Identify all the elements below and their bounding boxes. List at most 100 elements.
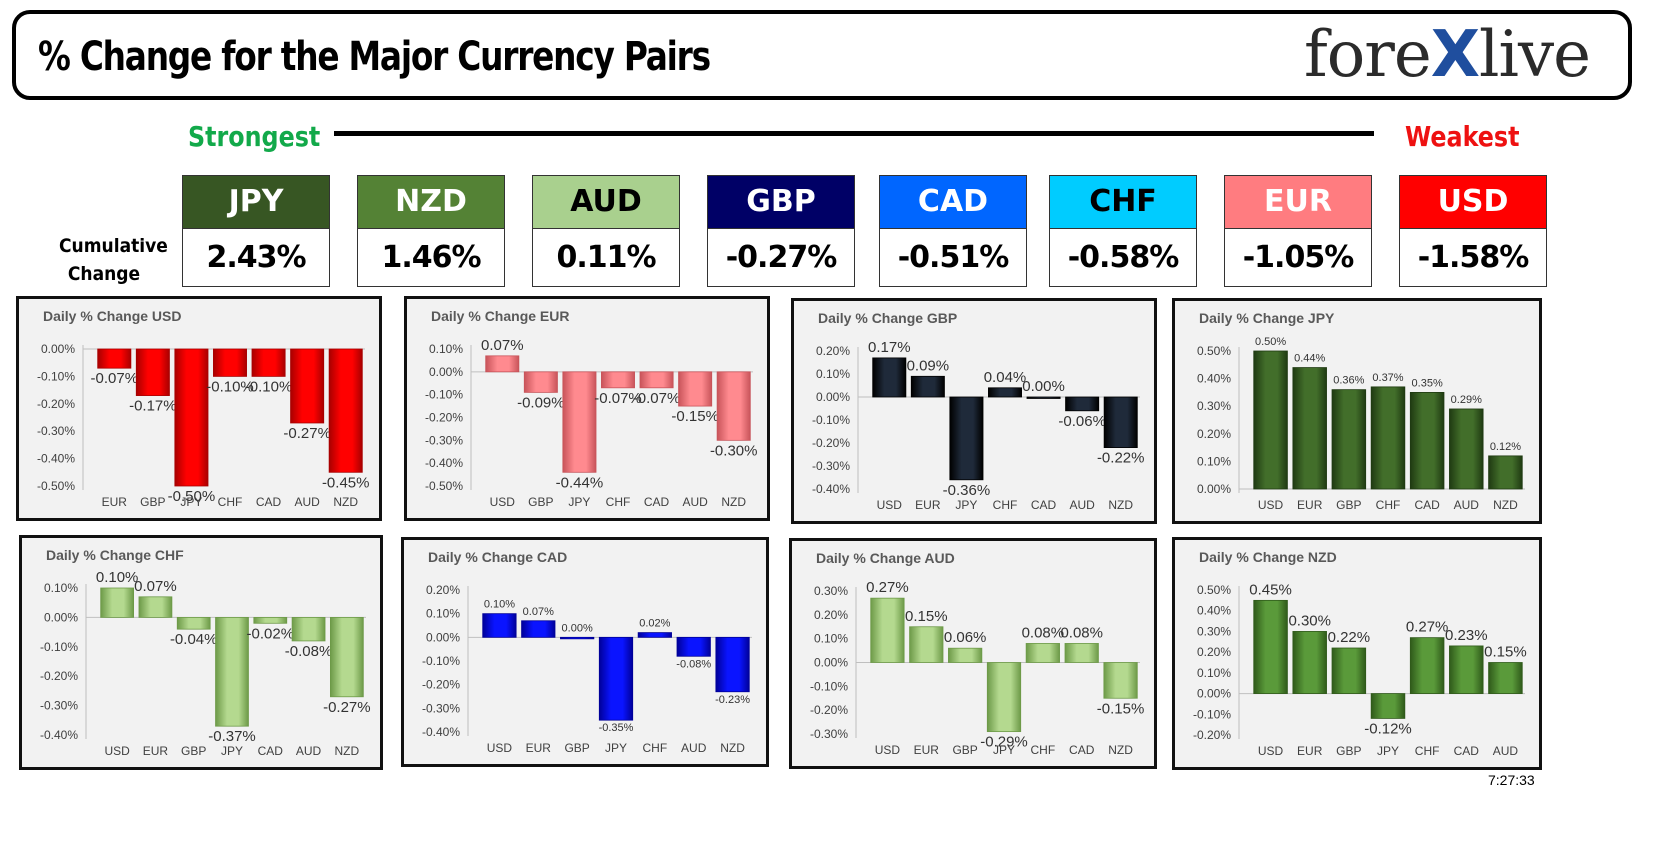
bar-nzd bbox=[1488, 455, 1523, 490]
bar-chf bbox=[1025, 643, 1060, 663]
bar-gbp bbox=[523, 371, 558, 393]
y-tick-label: 0.20% bbox=[426, 583, 460, 597]
chart-panel-6: Daily % Change AUD 0.30% 0.20% 0.10% 0.00% -0… bbox=[789, 538, 1157, 769]
chart-panel-3: Daily % Change JPY 0.50% 0.40% 0.30% 0.20% 0.… bbox=[1172, 298, 1542, 524]
y-tick-label: -0.30% bbox=[422, 701, 460, 715]
x-tick-label: CHF bbox=[1415, 744, 1440, 758]
data-label: -0.50% bbox=[168, 488, 216, 505]
y-tick-label: -0.20% bbox=[810, 703, 848, 717]
y-tick-label: 0.10% bbox=[1197, 454, 1231, 468]
x-tick-label: AUD bbox=[1069, 498, 1095, 512]
currency-box-jpy: JPY 2.43% bbox=[182, 175, 330, 287]
currency-box-eur: EUR -1.05% bbox=[1224, 175, 1372, 287]
currency-cumulative-value: -1.58% bbox=[1417, 240, 1530, 275]
y-tick-label: -0.50% bbox=[425, 479, 463, 493]
bar-gbp bbox=[948, 647, 983, 663]
data-label: 0.04% bbox=[984, 369, 1027, 386]
x-tick-label: USD bbox=[877, 498, 903, 512]
chart-title: Daily % Change AUD bbox=[816, 550, 955, 566]
x-tick-label: CAD bbox=[258, 744, 284, 758]
x-tick-label: USD bbox=[1258, 498, 1284, 512]
currency-cumulative-value: 1.46% bbox=[381, 240, 481, 275]
data-label: -0.07% bbox=[633, 390, 681, 407]
bar-gbp bbox=[560, 636, 595, 640]
x-tick-label: JPY bbox=[1377, 744, 1399, 758]
data-label: -0.10% bbox=[206, 378, 254, 395]
y-tick-label: 0.10% bbox=[429, 342, 463, 356]
bar-nzd bbox=[715, 636, 750, 693]
data-label: 0.07% bbox=[481, 337, 524, 354]
y-tick-label: -0.40% bbox=[40, 728, 78, 742]
bar-aud bbox=[1488, 662, 1523, 694]
x-tick-label: CAD bbox=[256, 495, 282, 509]
y-tick-label: 0.20% bbox=[816, 344, 850, 358]
bar-cad bbox=[639, 371, 674, 389]
data-label: 0.35% bbox=[1412, 377, 1443, 389]
data-label: -0.07% bbox=[594, 390, 642, 407]
x-tick-label: USD bbox=[104, 744, 130, 758]
x-tick-label: AUD bbox=[682, 495, 708, 509]
bar-nzd bbox=[716, 371, 751, 441]
chart-svg: Daily % Change JPY 0.50% 0.40% 0.30% 0.20% 0.… bbox=[1175, 301, 1539, 521]
data-label: -0.04% bbox=[170, 631, 218, 648]
currency-name: CAD bbox=[880, 176, 1026, 229]
bar-aud bbox=[1449, 408, 1484, 490]
data-label: -0.29% bbox=[980, 734, 1028, 751]
x-tick-label: GBP bbox=[181, 744, 206, 758]
bar-aud bbox=[1065, 396, 1100, 412]
x-tick-label: NZD bbox=[335, 744, 360, 758]
data-label: -0.23% bbox=[715, 694, 750, 706]
chart-background bbox=[22, 538, 380, 767]
x-tick-label: AUD bbox=[1454, 498, 1480, 512]
chart-title: Daily % Change GBP bbox=[818, 310, 957, 326]
y-tick-label: 0.30% bbox=[814, 584, 848, 598]
data-label: 0.09% bbox=[907, 357, 950, 374]
currency-cumulative-value: -1.05% bbox=[1242, 240, 1355, 275]
y-tick-label: -0.10% bbox=[425, 388, 463, 402]
cumulative-label-line2: Change bbox=[67, 263, 141, 285]
currency-name: USD bbox=[1400, 176, 1546, 229]
data-label: -0.08% bbox=[676, 658, 711, 670]
x-tick-label: EUR bbox=[915, 498, 941, 512]
data-label: 0.17% bbox=[868, 339, 911, 356]
data-label: -0.10% bbox=[245, 378, 293, 395]
chart-title: Daily % Change USD bbox=[43, 308, 181, 324]
data-label: -0.08% bbox=[285, 643, 333, 660]
data-label: 0.37% bbox=[1372, 372, 1403, 384]
bar-usd bbox=[482, 613, 517, 638]
data-label: -0.15% bbox=[671, 408, 719, 425]
currency-box-aud: AUD 0.11% bbox=[532, 175, 680, 287]
bar-nzd bbox=[329, 617, 364, 698]
x-tick-label: NZD bbox=[1493, 498, 1518, 512]
y-tick-label: 0.00% bbox=[44, 610, 78, 624]
x-tick-label: NZD bbox=[333, 495, 358, 509]
chart-panel-4: Daily % Change CHF 0.10% 0.00% -0.10% -0.20%… bbox=[19, 535, 383, 770]
y-tick-label: 0.00% bbox=[814, 656, 848, 670]
data-label: 0.44% bbox=[1294, 353, 1325, 365]
currency-cumulative-value: -0.58% bbox=[1067, 240, 1180, 275]
chart-svg: Daily % Change GBP 0.20% 0.10% 0.00% -0.10% -… bbox=[794, 301, 1154, 521]
chart-title: Daily % Change NZD bbox=[1199, 549, 1337, 565]
data-label: -0.06% bbox=[1058, 413, 1106, 430]
x-tick-label: GBP bbox=[1336, 744, 1361, 758]
data-label: 0.50% bbox=[1255, 336, 1286, 348]
y-tick-label: -0.20% bbox=[425, 411, 463, 425]
y-tick-label: 0.10% bbox=[1197, 666, 1231, 680]
bar-eur bbox=[1292, 367, 1327, 490]
strength-scale-line bbox=[334, 131, 1374, 136]
bar-chf bbox=[213, 348, 247, 377]
cumulative-change-label: Cumulative Change bbox=[59, 232, 168, 288]
currency-name: GBP bbox=[708, 176, 854, 229]
y-tick-label: -0.10% bbox=[37, 369, 75, 383]
bar-jpy bbox=[174, 348, 209, 487]
bar-gbp bbox=[135, 348, 170, 396]
y-tick-label: -0.30% bbox=[40, 699, 78, 713]
bar-nzd bbox=[1103, 396, 1138, 448]
x-tick-label: AUD bbox=[681, 741, 707, 755]
bar-eur bbox=[909, 626, 944, 663]
y-tick-label: -0.20% bbox=[812, 436, 850, 450]
x-tick-label: CHF bbox=[643, 741, 668, 755]
chart-title: Daily % Change JPY bbox=[1199, 310, 1335, 326]
data-label: 0.10% bbox=[484, 599, 515, 611]
x-tick-label: GBP bbox=[140, 495, 165, 509]
